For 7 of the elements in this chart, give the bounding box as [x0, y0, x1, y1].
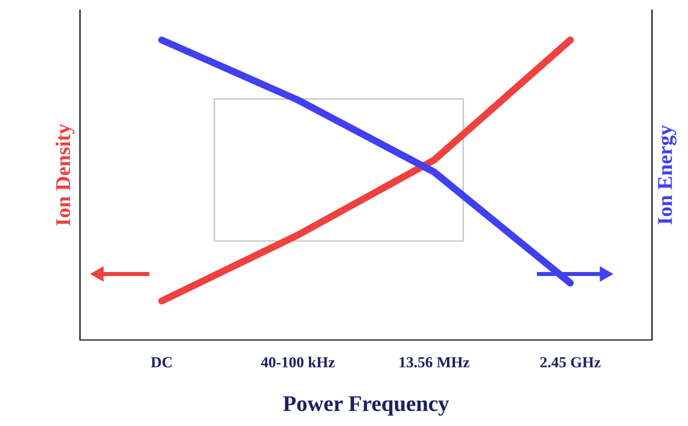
- x-tick-label: DC: [150, 357, 172, 368]
- x-tick-label: 40-100 kHz: [260, 356, 335, 368]
- x-tick-label: 13.56 MHz: [400, 357, 470, 368]
- x-tick-label: 2.45 GHz: [540, 357, 600, 368]
- y2-axis-title: Ion Energy: [658, 125, 676, 224]
- y-axis-title: Ion Density: [55, 124, 74, 226]
- x-axis-title: Power Frequency: [283, 396, 450, 416]
